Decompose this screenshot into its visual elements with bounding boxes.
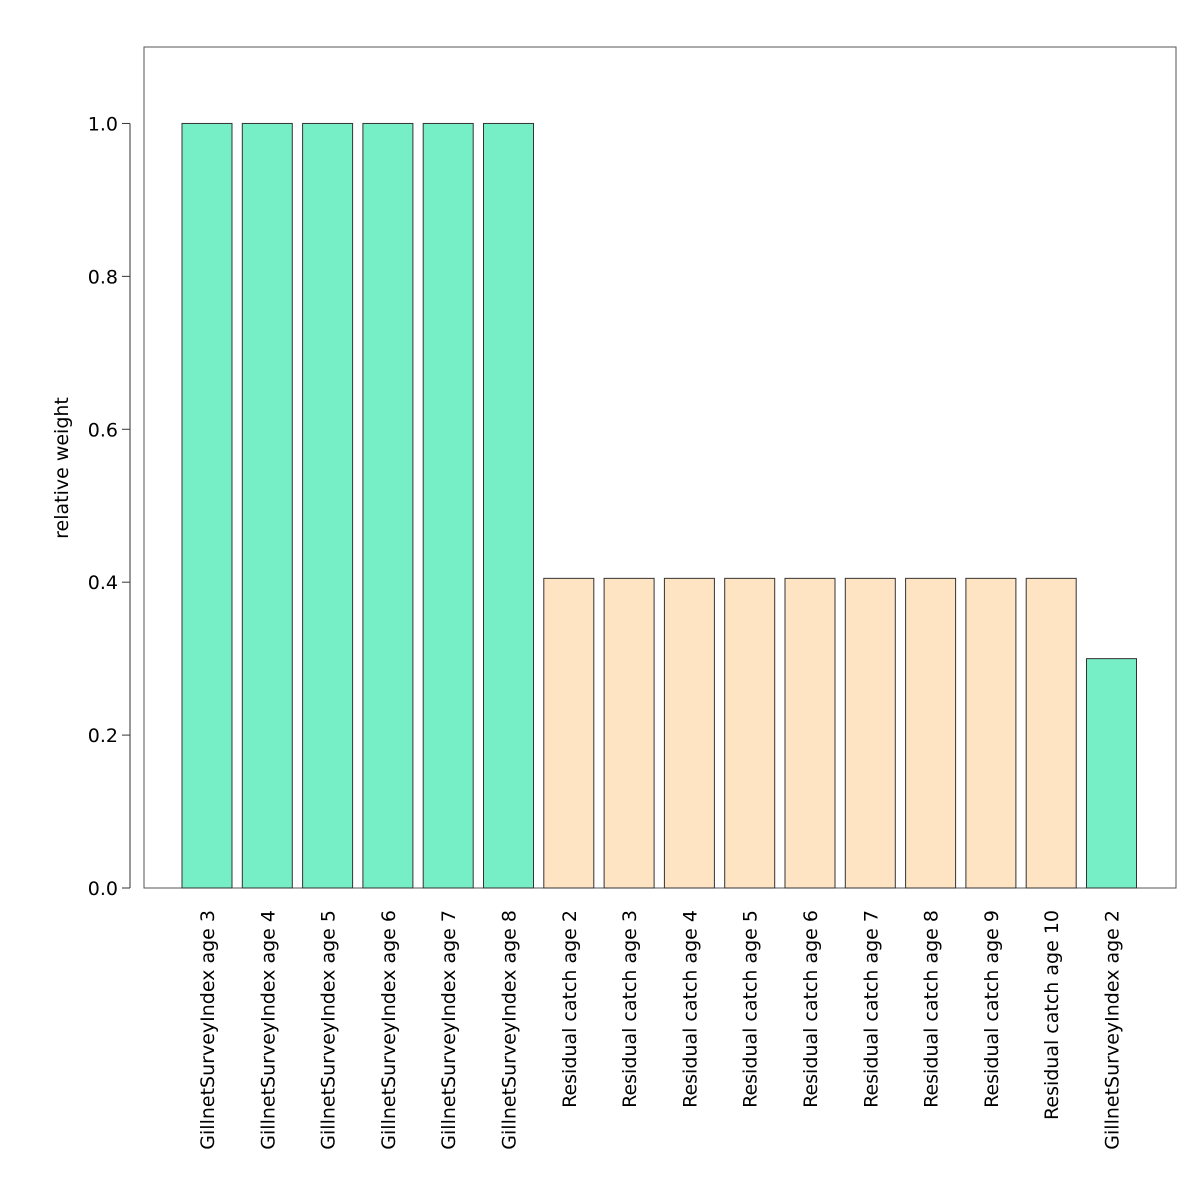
bar [844,577,896,889]
x-tick-label: Residual catch age 2 [559,910,581,1108]
y-tick-label: 0.6 [88,419,118,441]
bar [1086,658,1137,889]
x-tick-label: Residual catch age 6 [800,910,822,1108]
y-axis: 0.0 0.2 0.4 0.6 0.8 1.0 [88,113,131,900]
x-tick-label: GillnetSurveyIndex age 2 [1102,910,1124,1150]
bar [1025,577,1077,889]
x-tick-label: Residual catch age 9 [981,910,1003,1108]
bar [422,122,474,889]
bar [784,577,836,889]
y-axis-title: relative weight [51,397,73,539]
bar [905,577,957,889]
bar [483,122,534,889]
x-tick-label: Residual catch age 7 [860,910,882,1108]
bars [181,122,1137,889]
bar [241,122,293,889]
x-tick-label: GillnetSurveyIndex age 7 [438,910,460,1150]
y-tick-label: 0.2 [88,725,118,747]
x-tick-label: GillnetSurveyIndex age 4 [257,910,279,1150]
bar [302,122,354,889]
x-tick-label: Residual catch age 5 [740,910,762,1108]
x-tick-label: GillnetSurveyIndex age 6 [378,910,400,1150]
x-axis-labels: GillnetSurveyIndex age 3 GillnetSurveyInd… [197,910,1124,1150]
x-tick-label: Residual catch age 10 [1041,910,1063,1120]
x-tick-label: GillnetSurveyIndex age 8 [499,910,521,1150]
y-tick-label: 0.8 [88,266,118,288]
x-tick-label: GillnetSurveyIndex age 3 [197,910,219,1150]
x-tick-label: Residual catch age 3 [619,910,641,1108]
x-tick-label: Residual catch age 8 [921,910,943,1108]
bar [543,577,595,889]
y-tick-label: 0.4 [88,572,118,594]
y-tick-label: 0.0 [88,878,118,900]
bar [603,577,655,889]
x-tick-label: Residual catch age 4 [679,910,701,1108]
y-tick-label: 1.0 [88,113,118,135]
bar [181,122,233,889]
x-tick-label: GillnetSurveyIndex age 5 [318,910,340,1150]
bar [724,577,776,889]
bar [965,577,1017,889]
plot-frame [143,46,1177,889]
bar [663,577,715,889]
bar [362,122,414,889]
